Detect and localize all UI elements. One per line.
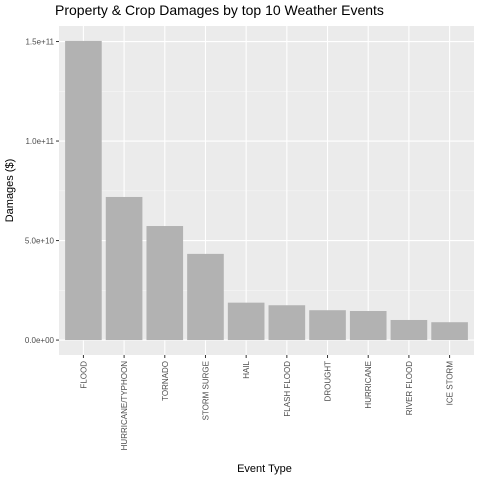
bars	[65, 40, 468, 341]
bar-drought	[309, 310, 346, 341]
x-tick-label: HURRICANE	[364, 361, 373, 409]
y-tick-label: 0.0e+00	[25, 336, 55, 345]
x-tick-label: FLASH FLOOD	[283, 361, 292, 417]
chart-title: Property & Crop Damages by top 10 Weathe…	[55, 2, 384, 18]
x-tick-label: STORM SURGE	[201, 361, 210, 420]
bar-hurricane-typhoon	[105, 196, 143, 341]
bar-flash-flood	[268, 305, 306, 341]
x-tick-label: HAIL	[242, 360, 251, 378]
bar-river-flood	[390, 319, 428, 341]
bar-storm-surge	[187, 253, 224, 341]
bar-tornado	[146, 226, 184, 341]
y-axis-title: Damages ($)	[4, 159, 16, 223]
y-tick-label: 5.0e+10	[25, 237, 55, 246]
bar-hail	[227, 302, 265, 341]
x-axis-title: Event Type	[237, 463, 292, 475]
x-tick-label: HURRICANE/TYPHOON	[120, 361, 129, 451]
y-axis: 0.0e+00 5.0e+10 1.0e+11 1.5e+11	[25, 38, 59, 345]
bar-hurricane	[349, 311, 387, 341]
x-tick-label: DROUGHT	[324, 361, 333, 402]
bar-ice-storm	[431, 322, 468, 341]
x-axis: FLOOD HURRICANE/TYPHOON TORNADO STORM SURGE…	[79, 355, 455, 451]
x-tick-label: TORNADO	[161, 361, 170, 401]
x-tick-label: ICE STORM	[446, 361, 455, 406]
y-tick-label: 1.0e+11	[25, 137, 54, 146]
x-tick-label: FLOOD	[79, 361, 88, 389]
y-tick-label: 1.5e+11	[25, 38, 54, 47]
x-tick-label: RIVER FLOOD	[405, 361, 414, 415]
bar-flood	[65, 40, 102, 341]
